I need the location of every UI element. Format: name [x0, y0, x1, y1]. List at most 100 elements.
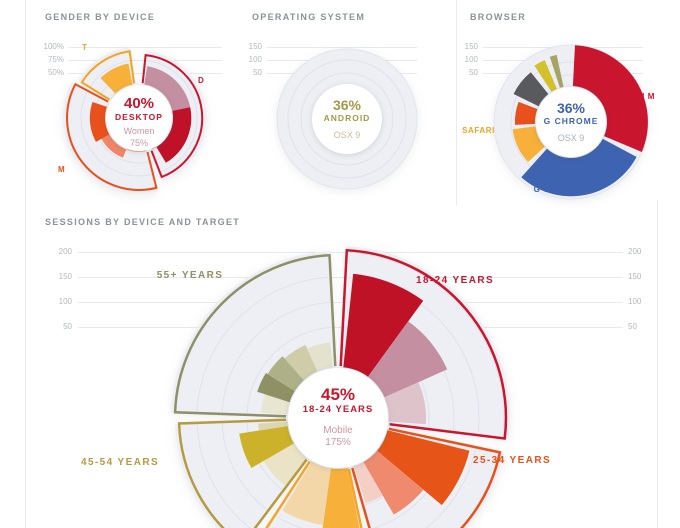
axis-tick: 100% [43, 42, 64, 51]
gender-sector-label-t: T [82, 43, 87, 52]
os-center-sub: OSX 9 [333, 130, 361, 140]
panel-border-right [657, 200, 658, 528]
sector-outline [141, 53, 204, 179]
axis-tick: 50 [63, 322, 72, 331]
browser-center-sub: OSX 9 [557, 133, 585, 143]
gridline [68, 47, 222, 48]
sessions-label-18: 18-24 YEARS [415, 275, 495, 286]
os-chart-title: OPERATING SYSTEM [252, 12, 366, 22]
gender-sector-label-d: D [198, 76, 204, 85]
panel-border-left [25, 0, 26, 528]
chart-bar-segment [101, 134, 127, 158]
chart-hub [106, 85, 172, 151]
axis-tick: 150 [248, 42, 262, 51]
chart-hub [536, 87, 606, 157]
chart-bar-segment [156, 107, 192, 163]
sessions-label-45: 45-54 YEARS [80, 457, 160, 468]
sector-outline [66, 82, 158, 191]
chart-bar-segment [513, 72, 549, 107]
grid-ring [276, 515, 303, 528]
chart-hub [312, 84, 382, 154]
chart-bar-segment [534, 60, 557, 92]
axis-tick: 75% [47, 55, 64, 64]
sector-outline [339, 248, 508, 440]
browser-label-safari-m: SAFARI M [612, 92, 656, 101]
chart-bar-segment [110, 93, 116, 100]
chart-bar-segment [284, 344, 318, 381]
axis-tick: 50 [469, 68, 478, 77]
axis-tick: 50 [253, 68, 262, 77]
gender-center-value: 40% [123, 95, 155, 112]
chart-bar-segment [322, 468, 360, 528]
chart-bar-segment [239, 426, 294, 468]
sessions-label-55: 55+ YEARS [156, 270, 224, 281]
chart-bar-segment [263, 443, 307, 486]
disc-edge [493, 44, 649, 200]
axis-tick: 100 [628, 297, 642, 306]
axis-tick: 150 [628, 272, 642, 281]
axis-tick: 100 [464, 55, 478, 64]
gender-center-sub: Women [123, 126, 155, 136]
axis-tick: 100 [248, 55, 262, 64]
os-center-value: 36% [332, 97, 362, 113]
chart-bar-segment [282, 461, 331, 525]
chart-bar-segment [512, 126, 545, 162]
sessions-center-value: 45% [320, 385, 356, 404]
browser-center-label: G CHROME [543, 116, 599, 126]
browser-label-safari: SAFARI [462, 126, 495, 135]
sessions-label-25: 25-34 YEARS [472, 455, 552, 466]
chart-bar-segment [261, 394, 290, 415]
sessions-center-sub2: 175% [325, 437, 351, 448]
browser-chart-center: 36% G CHROME OSX 9 [521, 100, 621, 143]
operating-system-chart [276, 48, 418, 190]
chart-bar-segment [144, 66, 191, 111]
os-chart-center: 36% ANDROID OSX 9 [297, 97, 397, 140]
grid-ring [221, 301, 330, 412]
browser-label-g-chrome: G CHROME [533, 185, 583, 194]
chart-bar-segment [549, 54, 564, 88]
axis-tick: 150 [464, 42, 478, 51]
grid-ring [425, 449, 476, 528]
chart-bar-segment [514, 101, 538, 125]
sessions-chart-center: 45% 18-24 YEARS Mobile 175% [278, 385, 398, 449]
browser-chart [493, 44, 649, 200]
browser-center-value: 36% [556, 100, 586, 116]
grid-ring [349, 251, 505, 436]
axis-tick: 200 [628, 247, 642, 256]
grid-ring [287, 59, 407, 179]
os-center-label: ANDROID [323, 113, 371, 123]
grid-ring [300, 72, 394, 166]
chart-bar-segment [100, 63, 133, 94]
chart-bar-segment [368, 321, 448, 398]
sessions-center-label: 18-24 YEARS [302, 404, 374, 415]
sessions-chart-title: SESSIONS BY DEVICE AND TARGET [45, 217, 241, 227]
sessions-chart [171, 246, 510, 528]
gender-sector-label-m: M [58, 165, 65, 174]
gender-center-label: DESKTOP [115, 112, 163, 122]
chart-bar-segment [257, 373, 295, 403]
chart-bar-segment [521, 138, 637, 197]
browser-chart-title: BROWSER [470, 12, 527, 22]
chart-bar-segment [353, 462, 383, 504]
chart-bar-segment [384, 382, 427, 425]
gender-chart-center: 40% DESKTOP Women 75% [89, 95, 189, 149]
axis-tick: 200 [58, 247, 72, 256]
gender-chart-title: GENDER BY DEVICE [45, 12, 156, 22]
disc-edge [276, 48, 418, 190]
chart-bar-segment [377, 430, 470, 506]
sector-outline [173, 253, 337, 418]
chart-bar-segment [89, 102, 110, 142]
grid-ring [196, 276, 329, 411]
chart-bar-segment [307, 342, 333, 372]
sessions-center-sub: Mobile [323, 425, 353, 436]
axis-tick: 50% [47, 68, 64, 77]
grid-ring [80, 91, 153, 177]
grid-ring [146, 59, 198, 173]
gender-center-sub2: 75% [129, 138, 148, 148]
sector-outline [351, 427, 502, 528]
axis-tick: 100 [58, 297, 72, 306]
axis-tick: 50 [628, 322, 637, 331]
chart-bar-segment [267, 356, 304, 391]
chart-bar-segment [363, 450, 424, 515]
